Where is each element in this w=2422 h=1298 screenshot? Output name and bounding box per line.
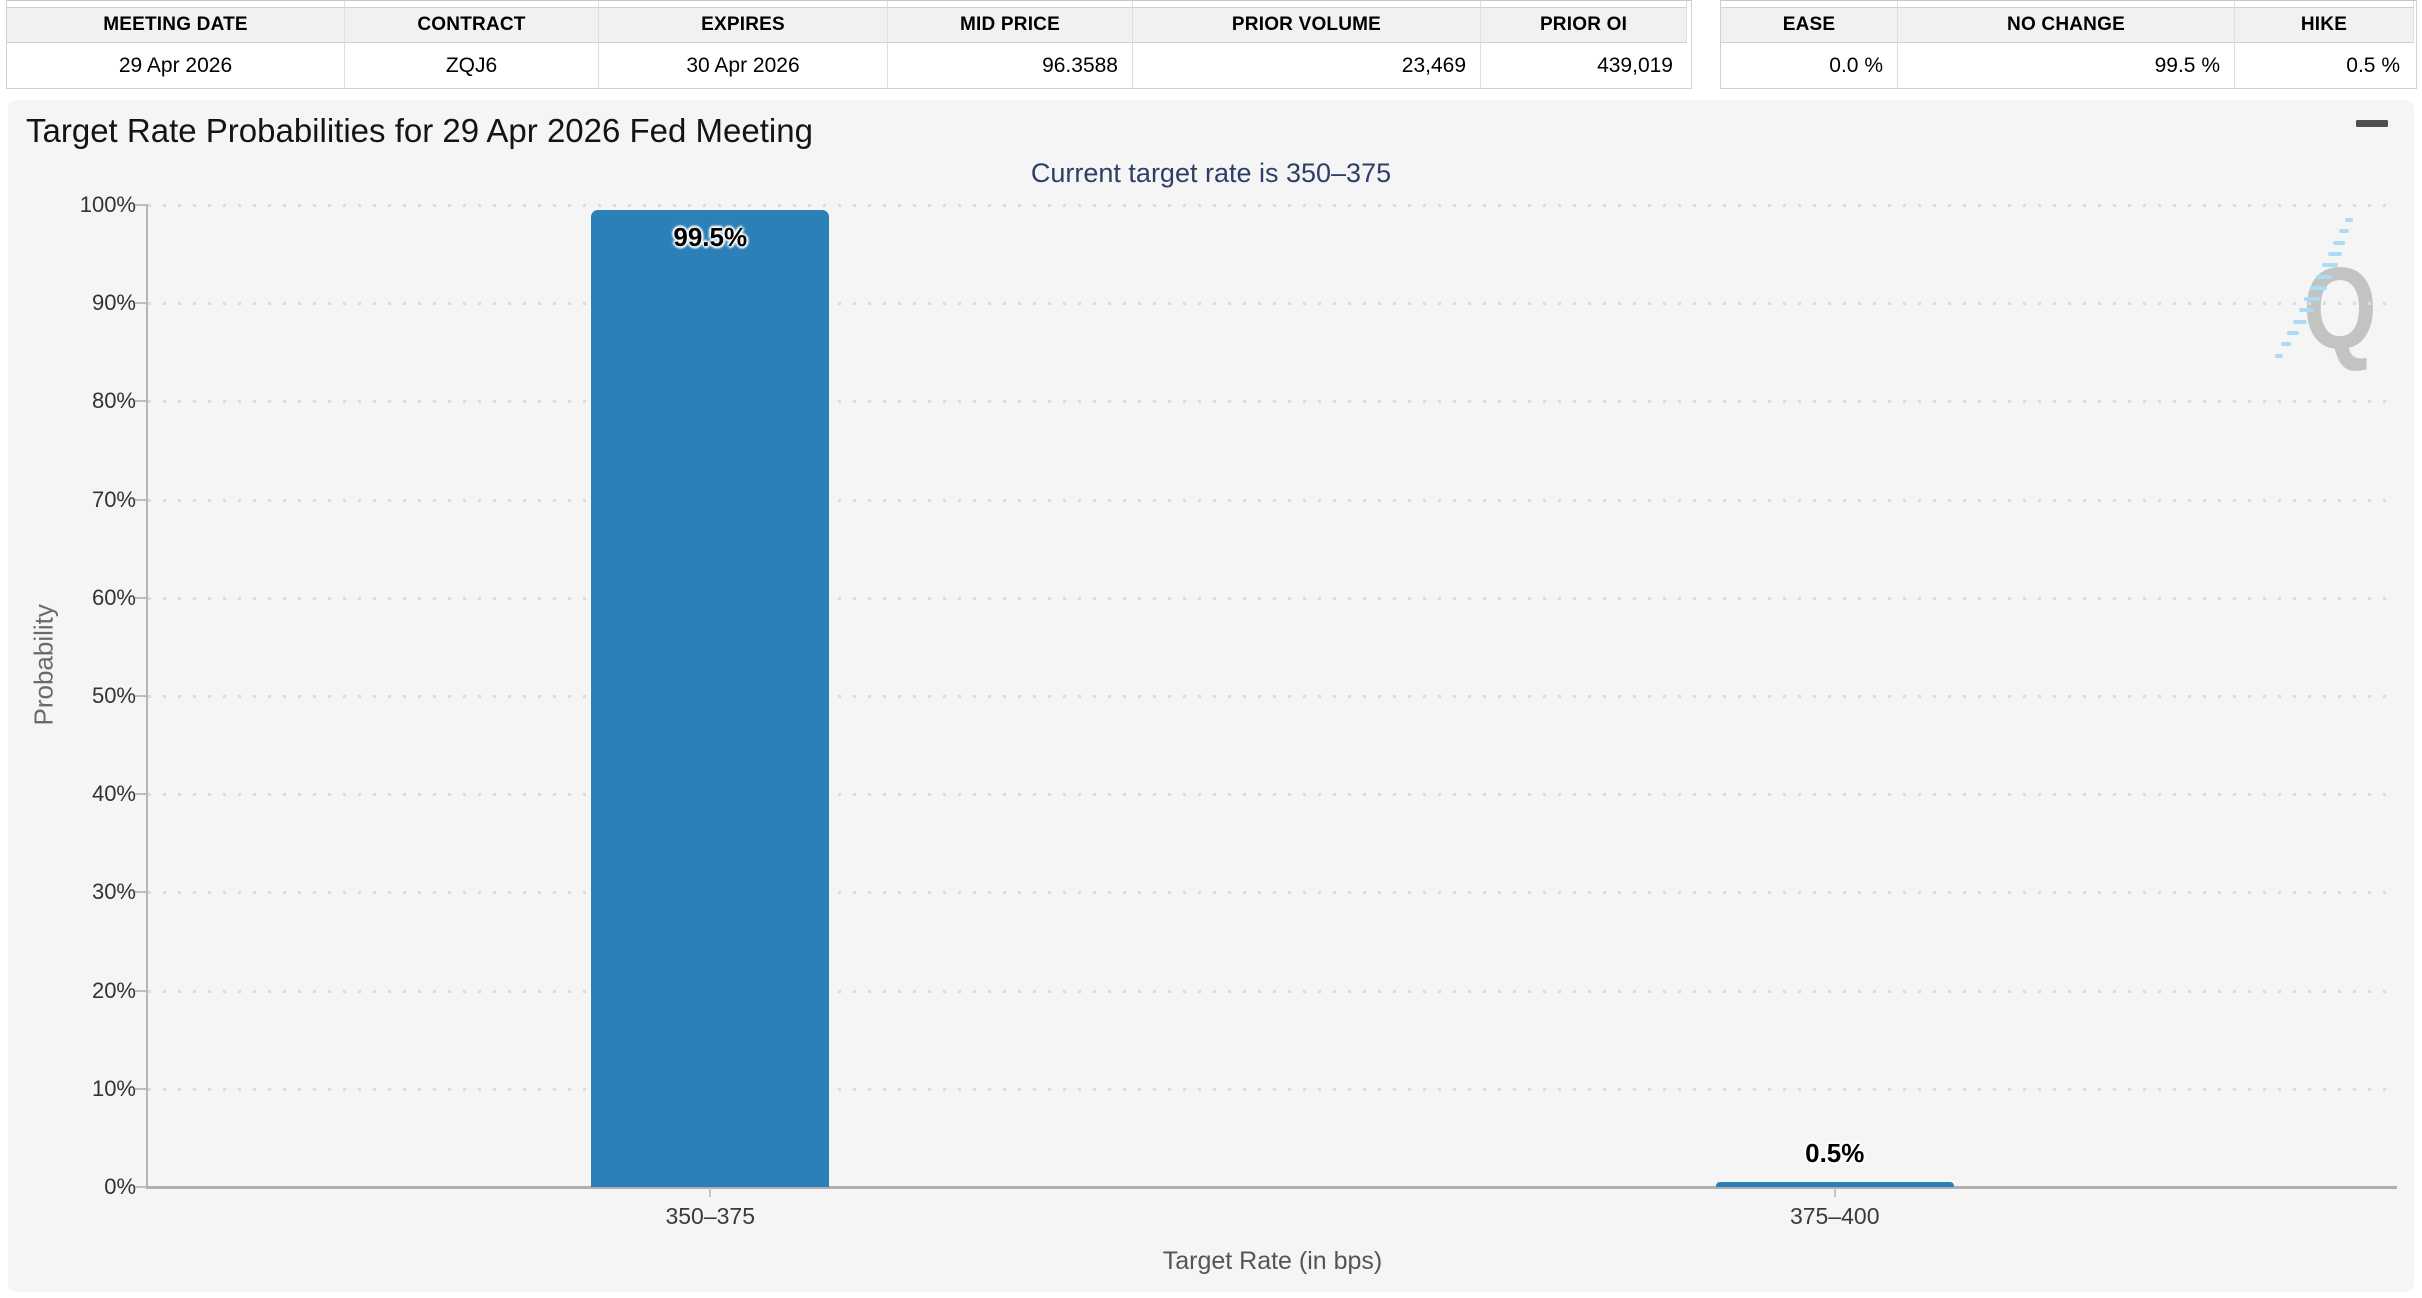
gridline-80 (148, 400, 2397, 404)
y-tick-label-20: 20% (91, 977, 136, 1003)
x-tick-label-1: 350–375 (665, 1203, 756, 1229)
watermark-dash (2316, 274, 2332, 279)
y-tick-mark-20 (135, 989, 148, 992)
meeting-date-value: 29 Apr 2026 (7, 43, 345, 88)
gridline-50 (148, 695, 2397, 698)
y-tick-label-10: 10% (91, 1075, 136, 1101)
col-header-hike: HIKE (2235, 8, 2414, 43)
gridline-90 (148, 302, 2397, 306)
gridline-30 (148, 891, 2397, 895)
hike-value: 0.5 % (2235, 43, 2414, 88)
gridline-20 (148, 989, 2397, 993)
y-tick-mark-50 (135, 695, 148, 697)
col-header-no-change: NO CHANGE (1898, 8, 2235, 43)
watermark-dash (2281, 342, 2292, 347)
gridline-10 (148, 1087, 2397, 1091)
x-tick-label-2: 375–400 (1789, 1203, 1880, 1229)
target-rate-probability-chart: Target Rate Probabilities for 29 Apr 202… (8, 100, 2414, 1292)
probability-bar-375-400[interactable] (1715, 1182, 1954, 1187)
col-header-prior-volume: PRIOR VOLUME (1133, 8, 1481, 43)
move-probability-table: EASE NO CHANGE HIKE 0.0 % 99.5 % 0.5 % (1720, 0, 2417, 89)
gridline-100 (148, 204, 2397, 207)
probability-bar-350-375[interactable] (591, 209, 830, 1187)
y-tick-label-50: 50% (91, 683, 136, 708)
watermark-dash (2287, 331, 2299, 335)
watermark-dash (2310, 285, 2328, 290)
chart-title: Target Rate Probabilities for 29 Apr 202… (26, 112, 813, 149)
x-axis-title: Target Rate (in bps) (1162, 1247, 1383, 1275)
col-header-ease: EASE (1721, 8, 1898, 43)
gridline-70 (148, 498, 2397, 502)
contract-info-table: MEETING DATE CONTRACT EXPIRES MID PRICE … (6, 0, 1692, 89)
watermark-dash (2333, 240, 2346, 245)
y-tick-mark-70 (135, 498, 148, 501)
y-tick-label-80: 80% (91, 388, 136, 414)
contract-value: ZQJ6 (345, 43, 599, 88)
col-header-expires: EXPIRES (599, 8, 888, 43)
y-tick-label-30: 30% (91, 879, 136, 905)
col-header-meeting-date: MEETING DATE (7, 8, 345, 43)
watermark-dash (2339, 229, 2350, 234)
y-tick-mark-40 (135, 793, 148, 796)
prior-volume-value: 23,469 (1133, 43, 1481, 88)
y-tick-mark-60 (135, 596, 148, 599)
x-tick-mark-2 (1833, 1188, 1836, 1197)
watermark-dash (2327, 251, 2342, 256)
prior-oi-value: 439,019 (1481, 43, 1687, 88)
y-axis-line (146, 205, 148, 1187)
y-tick-mark-0 (135, 1186, 148, 1188)
y-axis-title: Probability (28, 604, 59, 726)
watermark-dash (2275, 353, 2284, 358)
watermark-dash (2292, 319, 2307, 324)
y-tick-label-40: 40% (91, 781, 136, 807)
col-header-mid-price: MID PRICE (888, 8, 1133, 43)
table-top-sliver (7, 1, 345, 8)
mid-price-value: 96.3588 (888, 43, 1133, 88)
x-tick-mark-1 (709, 1188, 712, 1197)
y-tick-label-60: 60% (91, 584, 136, 610)
quikstrike-q-letter: Q (2303, 243, 2377, 373)
y-tick-label-100: 100% (79, 192, 136, 217)
bar-value-label-350-375: 99.5% (673, 221, 748, 252)
y-tick-mark-10 (135, 1087, 148, 1090)
no-change-value: 99.5 % (1898, 43, 2235, 88)
watermark-dash (2304, 297, 2321, 302)
y-tick-mark-30 (135, 891, 148, 894)
y-tick-mark-80 (135, 400, 148, 403)
y-tick-mark-100 (135, 204, 148, 206)
watermark-dash (2321, 263, 2338, 268)
chart-subtitle: Current target rate is 350–375 (1030, 158, 1392, 188)
gridline-60 (148, 596, 2397, 600)
watermark-dash (2298, 308, 2314, 313)
quikstrike-logo-watermark: Q (2263, 210, 2413, 500)
y-tick-label-0: 0% (104, 1174, 136, 1199)
ease-value: 0.0 % (1721, 43, 1898, 88)
watermark-dash (2345, 218, 2353, 222)
y-tick-label-90: 90% (91, 290, 136, 316)
col-header-prior-oi: PRIOR OI (1481, 8, 1687, 43)
y-tick-label-70: 70% (91, 486, 136, 512)
col-header-contract: CONTRACT (345, 8, 599, 43)
x-axis-baseline (146, 1186, 2397, 1189)
bar-value-label-375-400: 0.5% (1805, 1138, 1865, 1169)
expires-value: 30 Apr 2026 (599, 43, 888, 88)
y-tick-mark-90 (135, 302, 148, 305)
gridline-40 (148, 793, 2397, 797)
